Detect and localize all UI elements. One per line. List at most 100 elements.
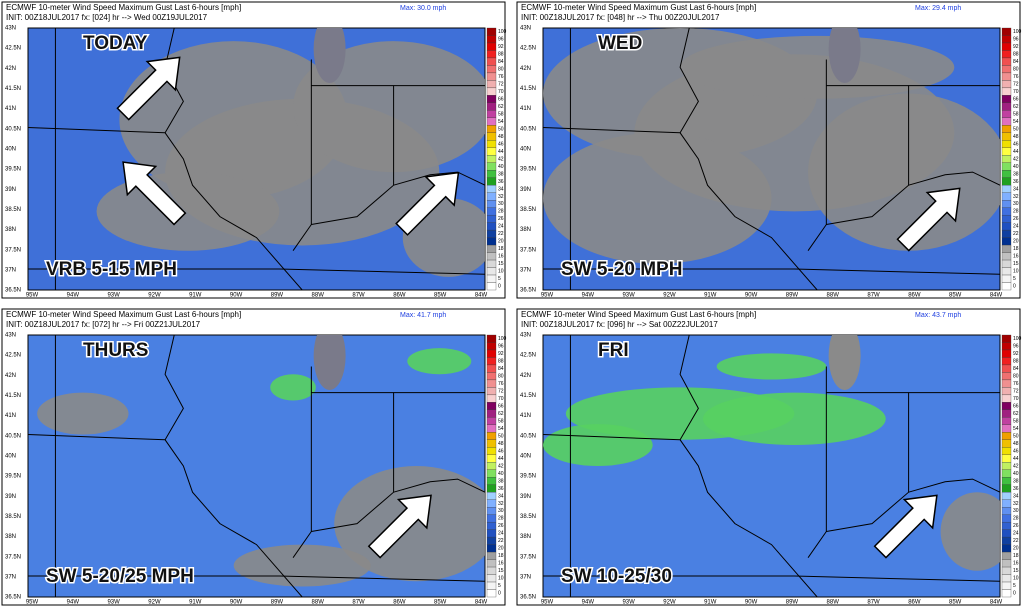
colorbar-label: 50	[1013, 433, 1019, 439]
colorbar-label: 62	[1013, 411, 1019, 417]
lat-label: 41.5N	[5, 393, 21, 399]
lat-label: 43N	[520, 26, 531, 32]
lon-label: 90W	[230, 600, 243, 606]
colorbar-label: 72	[1013, 81, 1019, 87]
lon-label: 88W	[312, 293, 325, 299]
colorbar-label: 84	[498, 59, 504, 65]
lon-label: 87W	[352, 293, 365, 299]
colorbar-label: 96	[1013, 344, 1019, 350]
colorbar-cell	[1001, 394, 1012, 403]
colorbar-cell	[1001, 222, 1012, 231]
colorbar-cell	[1001, 50, 1012, 59]
wind-arrow	[367, 494, 432, 559]
colorbar-label: 44	[1013, 456, 1019, 462]
lon-label: 84W	[475, 293, 488, 299]
colorbar-label: 10	[1013, 269, 1019, 275]
colorbar-cell	[1001, 125, 1012, 133]
colorbar-cell	[486, 581, 497, 590]
colorbar-label: 84	[498, 366, 504, 372]
colorbar-cell	[486, 417, 497, 425]
colorbar-label: 72	[498, 388, 504, 394]
lat-label: 40N	[5, 454, 16, 460]
max-value: Max: 29.4 mph	[915, 5, 961, 12]
lat-label: 42.5N	[520, 353, 536, 359]
header-title: ECMWF 10-meter Wind Speed Maximum Gust L…	[6, 3, 241, 12]
colorbar-label: 10	[1013, 576, 1019, 582]
colorbar-label: 20	[498, 546, 504, 552]
colorbar-cell	[1001, 424, 1012, 433]
colorbar-label: 70	[1013, 396, 1019, 402]
colorbar-label: 46	[498, 141, 504, 147]
max-value: Max: 43.7 mph	[915, 312, 961, 319]
state-border	[908, 478, 1000, 493]
colorbar-label: 48	[498, 134, 504, 140]
colorbar-label: 72	[498, 81, 504, 87]
lat-label: 40.5N	[520, 126, 536, 132]
colorbar-label: 0	[498, 591, 501, 597]
lon-label: 89W	[271, 600, 284, 606]
lon-label: 84W	[990, 600, 1003, 606]
colorbar-cell	[486, 237, 497, 246]
colorbar-cell	[486, 334, 497, 343]
colorbar-cell	[1001, 499, 1012, 508]
colorbar-cell	[1001, 589, 1012, 598]
wind-label: SW 5-20/25 MPH	[46, 566, 194, 587]
colorbar-label: 88	[1013, 359, 1019, 365]
colorbar-cell	[1001, 334, 1012, 343]
lon-label: 95W	[26, 600, 39, 606]
colorbar-label: 34	[1013, 493, 1019, 499]
colorbar-cell	[486, 222, 497, 231]
colorbar-label: 34	[1013, 186, 1019, 192]
colorbar-cell	[486, 259, 497, 268]
colorbar-label: 88	[1013, 52, 1019, 58]
colorbar-cell	[486, 57, 497, 66]
lat-label: 41N	[520, 106, 531, 112]
colorbar-label: 20	[498, 239, 504, 245]
lat-label: 41N	[5, 106, 16, 112]
colorbar-cell	[486, 244, 497, 253]
lat-label: 41.5N	[520, 86, 536, 92]
lat-label: 39N	[5, 187, 16, 193]
colorbar-label: 34	[498, 186, 504, 192]
colorbar-cell	[1001, 237, 1012, 246]
lat-label: 38N	[5, 227, 16, 233]
lon-label: 85W	[434, 600, 447, 606]
day-label: TODAY	[83, 33, 148, 54]
lon-label: 94W	[582, 600, 595, 606]
lat-label: 40N	[520, 454, 531, 460]
lon-label: 90W	[745, 600, 758, 606]
colorbar-label: 28	[498, 209, 504, 215]
colorbar-cell	[1001, 200, 1012, 208]
colorbar-label: 62	[498, 411, 504, 417]
day-label: WED	[598, 33, 642, 54]
colorbar-cell	[486, 274, 497, 283]
colorbar-cell	[486, 424, 497, 433]
lon-label: 94W	[582, 293, 595, 299]
lat-label: 40.5N	[520, 433, 536, 439]
lat-label: 39.5N	[520, 167, 536, 173]
lat-label: 40N	[520, 147, 531, 153]
lat-label: 42N	[5, 66, 16, 72]
day-label: THURS	[83, 340, 148, 361]
wind-arrow	[896, 187, 961, 252]
colorbar-cell	[1001, 80, 1012, 89]
panel: ECMWF 10-meter Wind Speed Maximum Gust L…	[516, 308, 1022, 606]
colorbar-cell	[1001, 581, 1012, 590]
colorbar-label: 0	[1013, 284, 1016, 290]
colorbar-label: 80	[498, 373, 504, 379]
lon-label: 89W	[786, 293, 799, 299]
lat-label: 41N	[5, 413, 16, 419]
colorbar-cell	[486, 394, 497, 403]
colorbar-label: 70	[1013, 89, 1019, 95]
colorbar-label: 26	[498, 216, 504, 222]
colorbar-label: 24	[498, 531, 504, 537]
colorbar-label: 84	[1013, 59, 1019, 65]
lon-label: 91W	[704, 600, 717, 606]
lon-label: 92W	[148, 600, 161, 606]
colorbar-cell	[1001, 229, 1012, 238]
colorbar-label: 18	[1013, 553, 1019, 559]
colorbar-label: 5	[1013, 276, 1016, 282]
colorbar-label: 48	[1013, 441, 1019, 447]
colorbar-label: 76	[498, 74, 504, 80]
colorbar-label: 50	[498, 433, 504, 439]
